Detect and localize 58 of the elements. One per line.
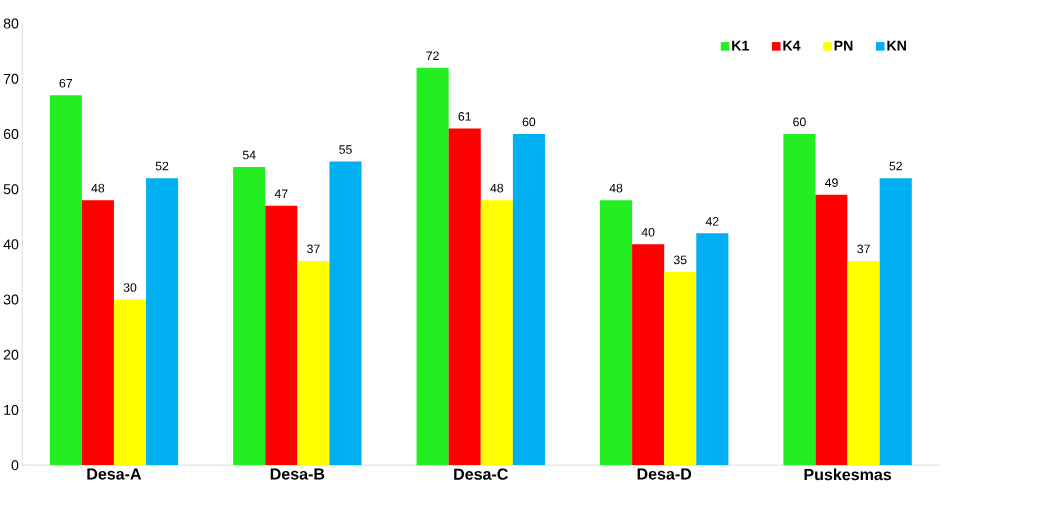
bar [664, 271, 697, 466]
data-label: 47 [274, 189, 288, 198]
bar [815, 194, 848, 466]
y-tick-label: 30 [3, 294, 19, 305]
data-label: 60 [522, 117, 536, 127]
data-label: 49 [825, 178, 838, 187]
bar [81, 200, 114, 466]
y-tick-label: 20 [3, 349, 19, 360]
data-label: 48 [490, 183, 504, 193]
bar [233, 167, 266, 466]
bar [49, 95, 82, 466]
bar [265, 205, 298, 466]
y-tick-label: 40 [3, 239, 19, 250]
bar [599, 200, 633, 466]
bar [512, 133, 545, 466]
data-label: 37 [307, 244, 320, 254]
legend-label: K4 [783, 40, 801, 51]
data-label: 61 [458, 111, 471, 121]
bar [480, 200, 513, 466]
y-tick-label: 80 [3, 18, 19, 29]
bar [783, 133, 816, 466]
x-tick-label: Desa-B [270, 468, 325, 480]
data-label: 52 [155, 161, 169, 171]
bar [416, 67, 449, 466]
legend-label: KN [887, 40, 906, 51]
y-tick-label: 10 [4, 404, 19, 415]
data-label: 72 [426, 51, 439, 60]
data-label: 37 [857, 244, 870, 254]
y-tick-label: 50 [3, 184, 19, 195]
bar [696, 233, 729, 466]
x-tick-label: Desa-A [87, 468, 142, 480]
y-tick-label: 70 [3, 73, 19, 84]
data-label: 60 [793, 117, 806, 127]
data-label: 55 [339, 145, 352, 154]
data-label: 54 [242, 150, 256, 160]
data-label: 52 [889, 161, 902, 171]
data-label: 30 [123, 283, 137, 292]
data-label: 48 [609, 183, 623, 193]
data-label: 35 [673, 255, 687, 265]
data-label: 48 [91, 183, 105, 193]
bar [448, 128, 481, 466]
bar [879, 178, 912, 466]
bar [847, 260, 880, 466]
y-tick-label: 0 [11, 460, 19, 471]
legend-label: K1 [732, 40, 749, 51]
bar [113, 299, 147, 466]
x-tick-label: Puskesmas [804, 468, 892, 481]
data-label: 40 [641, 227, 655, 237]
x-tick-label: Desa-C [454, 468, 508, 480]
bar [146, 178, 179, 466]
legend-label: PN [834, 40, 853, 51]
x-tick-label: Desa-D [637, 468, 692, 480]
y-tick-label: 60 [3, 128, 19, 139]
bar [297, 260, 330, 466]
data-label: 42 [705, 216, 719, 226]
bar [329, 161, 362, 466]
data-label: 67 [59, 78, 72, 88]
bar [632, 244, 665, 466]
